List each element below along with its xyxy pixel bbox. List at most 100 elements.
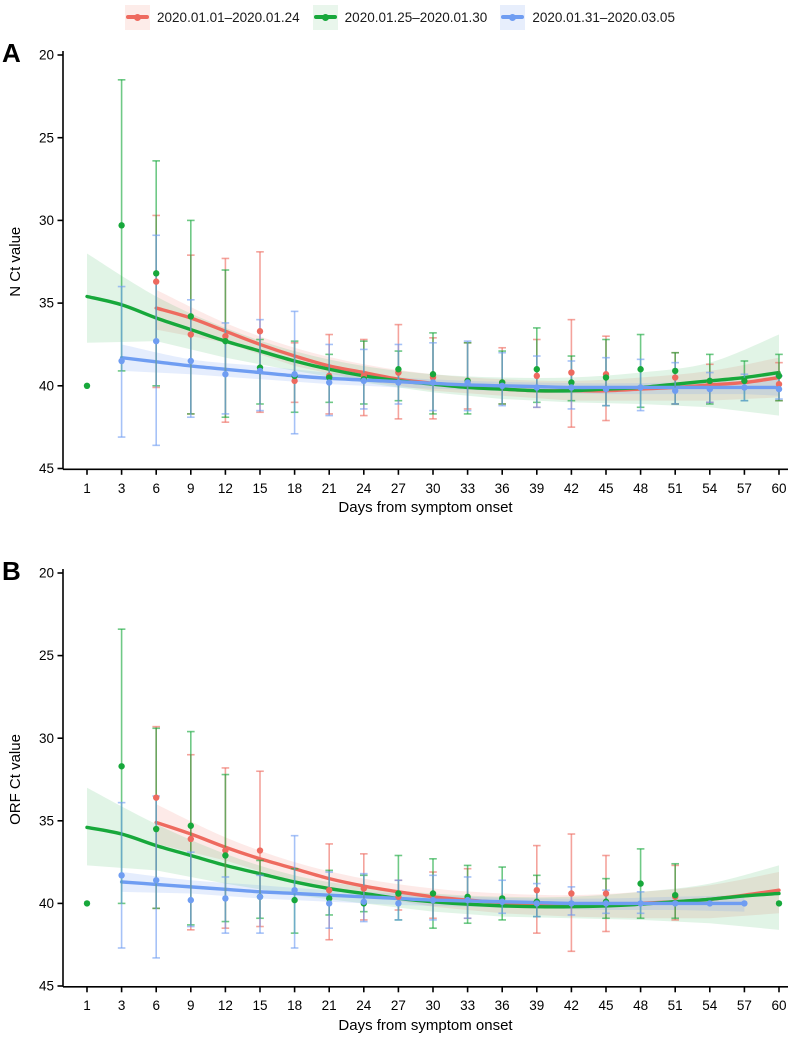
data-point (360, 377, 367, 385)
error-bar (187, 851, 195, 928)
x-tick-label: 39 (529, 481, 544, 496)
data-point (153, 270, 160, 277)
data-point (326, 900, 333, 907)
data-point (429, 896, 437, 904)
y-tick-label: 35 (39, 296, 54, 311)
x-tick-label: 30 (425, 481, 440, 496)
legend: 2020.01.01–2020.01.24 2020.01.25–2020.01… (0, 3, 800, 31)
data-point (153, 825, 160, 833)
error-bar (394, 879, 403, 921)
error-bar (498, 351, 506, 407)
data-point-icon (321, 13, 329, 21)
y-tick-label: 30 (39, 731, 54, 746)
data-point (153, 877, 160, 884)
x-axis-title: Days from symptom onset (338, 1017, 513, 1034)
data-point (326, 374, 333, 381)
data-point (395, 379, 402, 386)
data-point (256, 328, 264, 335)
x-tick-label: 51 (668, 481, 683, 496)
data-point (222, 337, 229, 345)
data-point (602, 900, 610, 907)
data-point (256, 893, 264, 900)
data-point (637, 384, 644, 391)
axes (57, 51, 788, 475)
data-point (499, 382, 506, 389)
fit-line (119, 355, 781, 390)
x-tick-label: 54 (702, 481, 718, 496)
x-tick-label: 6 (152, 998, 160, 1013)
data-point-icon (134, 13, 142, 21)
panel-label: A (2, 38, 21, 68)
data-point (291, 896, 298, 904)
y-tick-label: 40 (39, 896, 54, 911)
data-point (533, 372, 540, 380)
error-bar (533, 355, 541, 409)
data-point (568, 900, 575, 907)
data-point (326, 895, 333, 902)
data-point (672, 387, 679, 394)
x-tick-label: 6 (152, 481, 160, 496)
data-point (187, 313, 194, 320)
data-point (256, 847, 264, 854)
data-point (83, 382, 91, 389)
y-tick-label: 20 (39, 566, 54, 581)
data-point (499, 898, 506, 905)
x-tick-label: 21 (322, 998, 337, 1013)
x-tick-label: 54 (702, 998, 718, 1013)
data-point (291, 886, 298, 894)
data-point (187, 896, 194, 904)
y-tick-label: 45 (39, 461, 54, 476)
data-point (533, 384, 540, 391)
data-point (153, 278, 160, 285)
data-point (429, 379, 437, 386)
x-tick-label: 9 (187, 481, 195, 496)
data-point (222, 332, 229, 340)
x-tick-label: 36 (495, 481, 510, 496)
data-point (153, 337, 160, 345)
data-point (602, 385, 610, 393)
data-point (395, 890, 402, 897)
x-tick-label: 57 (737, 998, 752, 1013)
data-point (291, 371, 298, 378)
data-point (83, 900, 91, 907)
data-point (222, 852, 229, 859)
data-point (533, 366, 540, 373)
x-tick-label: 12 (218, 998, 233, 1013)
data-point (741, 384, 748, 391)
data-point (602, 890, 610, 897)
data-point (464, 896, 471, 904)
legend-item: 2020.01.01–2020.01.24 (125, 4, 300, 30)
legend-key-swatch (125, 4, 151, 30)
data-point (360, 885, 367, 892)
data-point (291, 377, 298, 385)
data-point-icon (509, 13, 517, 21)
x-tick-label: 33 (460, 998, 475, 1013)
x-tick-label: 3 (118, 998, 126, 1013)
x-tick-label: 45 (598, 998, 613, 1013)
data-point (118, 763, 125, 770)
y-axis-title: N Ct value (7, 227, 24, 297)
data-point (429, 890, 437, 897)
x-tick-label: 15 (252, 481, 267, 496)
legend-label: 2020.01.25–2020.01.30 (344, 9, 488, 25)
legend-label: 2020.01.01–2020.01.24 (157, 9, 300, 25)
y-tick-label: 30 (39, 213, 54, 228)
data-point (706, 377, 713, 385)
data-point (533, 900, 540, 907)
x-tick-label: 24 (356, 998, 372, 1013)
data-point (775, 900, 783, 907)
x-tick-label: 42 (564, 998, 579, 1013)
x-tick-label: 1 (83, 481, 91, 496)
x-tick-label: 1 (83, 998, 91, 1013)
y-tick-label: 25 (39, 130, 54, 145)
x-tick-label: 51 (668, 998, 683, 1013)
error-bar (360, 872, 368, 923)
data-point (741, 377, 748, 385)
data-point (775, 380, 783, 388)
x-tick-label: 60 (771, 998, 786, 1013)
data-point (672, 891, 679, 899)
y-tick-label: 20 (39, 48, 54, 63)
x-tick-label: 3 (118, 481, 126, 496)
x-tick-label: 27 (391, 481, 406, 496)
data-point (429, 371, 437, 378)
